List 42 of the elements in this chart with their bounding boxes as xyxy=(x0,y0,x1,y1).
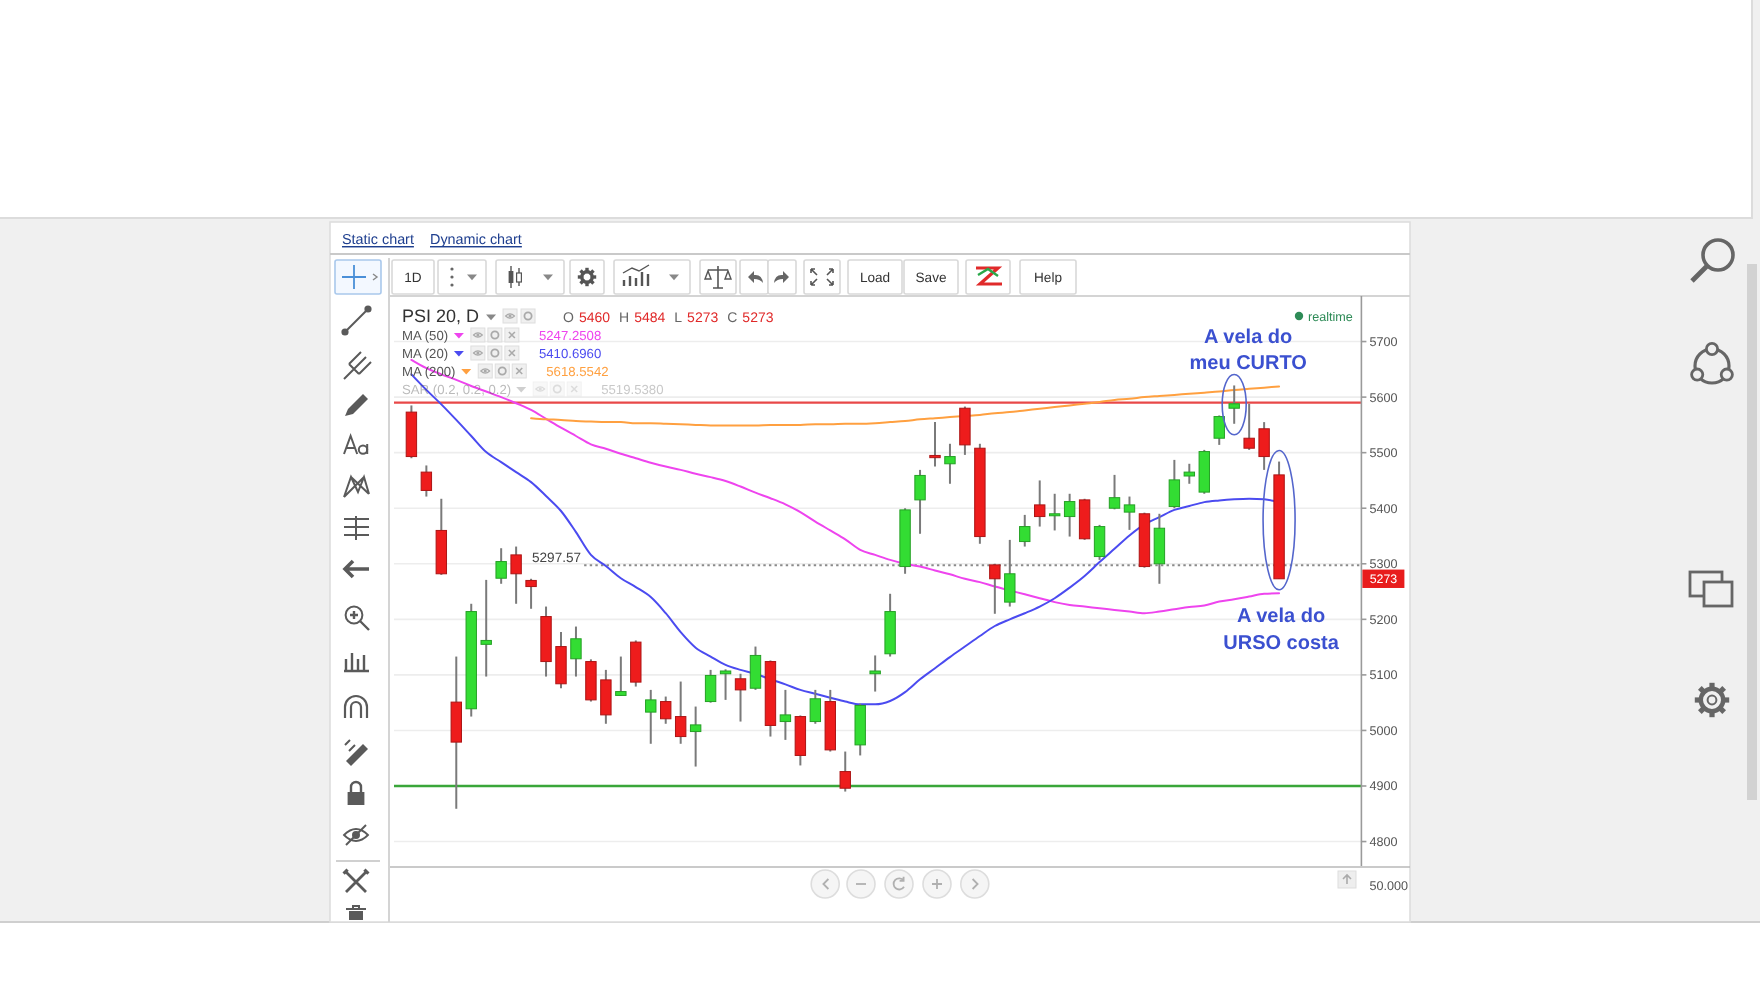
annotation: A vela do meu CURTO xyxy=(1189,327,1308,376)
candlestick xyxy=(809,688,822,725)
candlestick xyxy=(420,464,433,498)
candlestick xyxy=(1034,479,1046,528)
candlestick xyxy=(1108,473,1121,511)
candlestick xyxy=(794,714,807,767)
candlestick xyxy=(630,639,642,688)
candlestick xyxy=(495,547,507,585)
candlestick xyxy=(450,655,462,810)
candlestick xyxy=(734,672,747,723)
candlestick xyxy=(689,705,702,768)
candlestick xyxy=(719,668,732,701)
candlestick xyxy=(989,562,1001,615)
candlestick xyxy=(645,688,657,745)
candlestick xyxy=(1168,458,1181,510)
candlestick xyxy=(1078,497,1091,541)
candlestick xyxy=(914,468,926,535)
candlestick xyxy=(959,405,971,456)
candlestick xyxy=(839,750,851,793)
candlestick xyxy=(1004,538,1016,608)
candlestick xyxy=(615,655,627,697)
candlestick xyxy=(525,577,537,610)
candlestick xyxy=(854,702,866,757)
candlestick xyxy=(869,654,881,693)
candlestick xyxy=(1228,384,1240,425)
annotation: A vela do URSO costa xyxy=(1223,605,1340,655)
candlestick xyxy=(1019,513,1031,548)
candlestick xyxy=(779,688,792,741)
candlestick xyxy=(884,592,896,658)
candlestick xyxy=(570,625,582,678)
candlestick xyxy=(944,442,956,485)
candlestick xyxy=(1213,414,1225,446)
candlestick xyxy=(704,668,717,704)
candlestick xyxy=(435,497,448,576)
candlestick xyxy=(929,421,941,468)
text: PSI 20, D xyxy=(402,306,481,326)
candlestick xyxy=(1123,495,1136,531)
candlestick xyxy=(510,545,522,605)
candlestick xyxy=(1153,512,1166,585)
candlestick xyxy=(749,645,762,691)
candlestick xyxy=(405,404,418,460)
candlestick xyxy=(1093,523,1106,561)
